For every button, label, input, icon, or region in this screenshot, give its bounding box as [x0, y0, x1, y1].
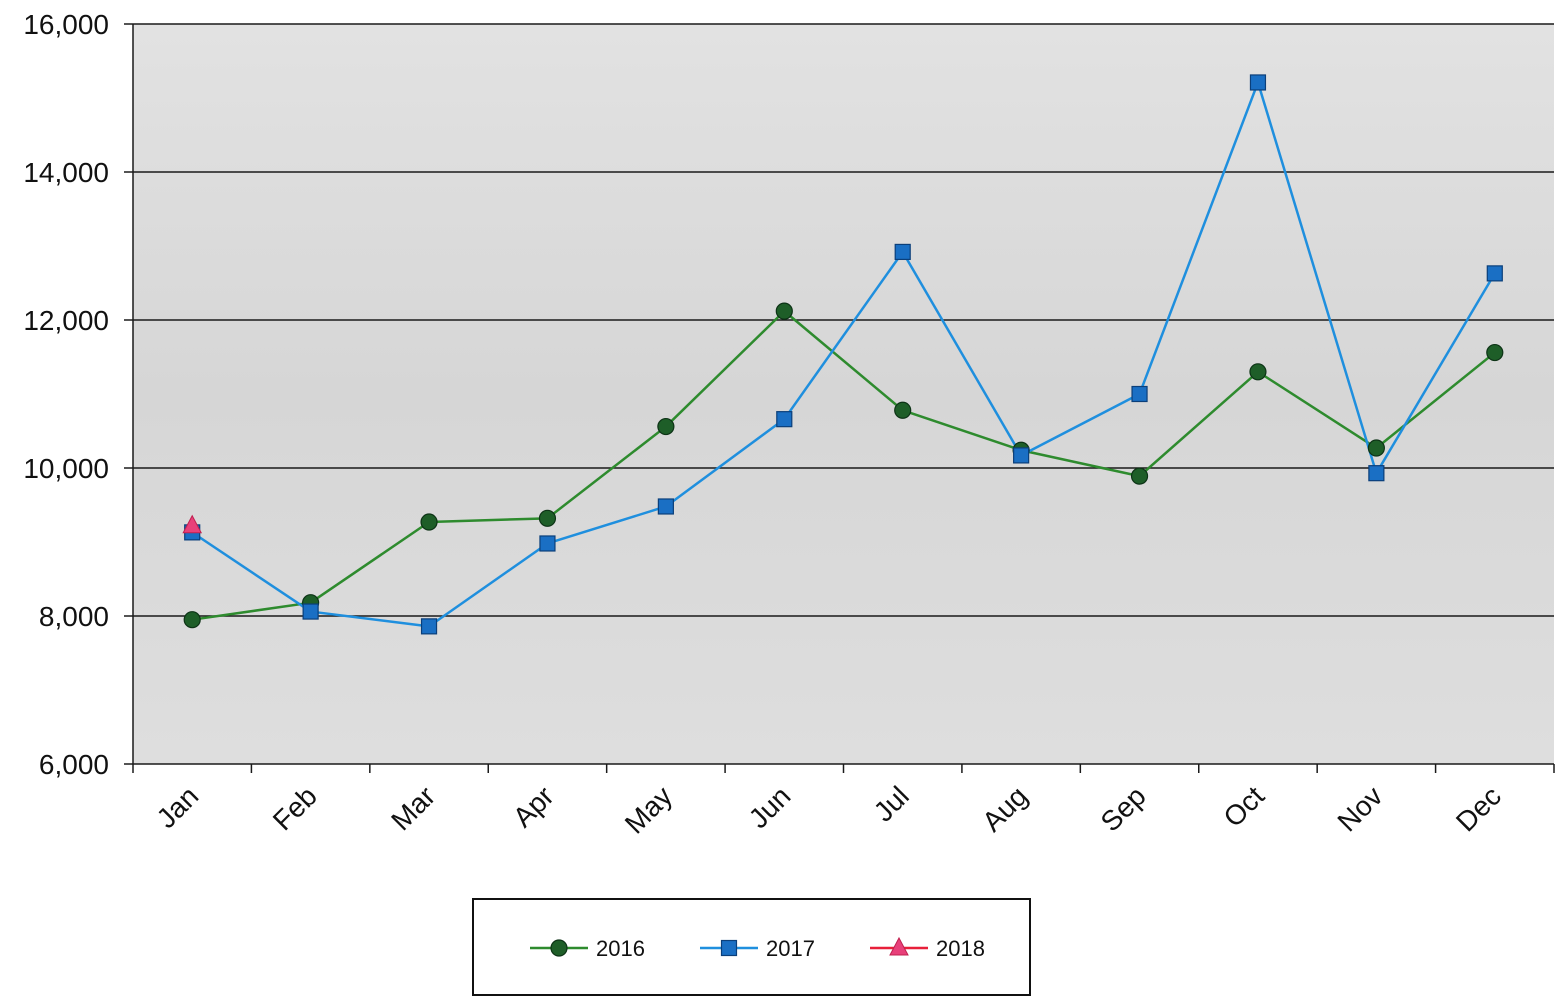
series-2016-point	[420, 513, 438, 531]
series-2017-point	[1249, 74, 1267, 91]
y-tick-label: 16,000	[23, 9, 109, 40]
series-2017-point	[539, 535, 556, 552]
y-tick-label: 10,000	[23, 453, 109, 484]
legend-2018-marker	[889, 936, 909, 956]
series-2017-point	[302, 603, 319, 620]
series-2016-point	[1486, 343, 1504, 362]
x-tick-label: Dec	[1450, 780, 1507, 837]
series-2016-point	[1249, 363, 1267, 381]
x-tick-label: Apr	[507, 780, 560, 833]
legend-2016-label: 2016	[596, 936, 645, 961]
legend-2018-label: 2018	[936, 936, 985, 961]
series-2017-point	[420, 618, 438, 635]
series-2017-point	[657, 498, 674, 515]
x-tick-label: Jan	[151, 780, 205, 834]
series-2017-point	[776, 411, 793, 428]
y-tick-label: 12,000	[23, 305, 109, 336]
series-2017-point	[1013, 447, 1030, 464]
x-tick-label: Mar	[385, 780, 441, 836]
series-2016-point	[1367, 439, 1385, 457]
series-lines	[191, 81, 1496, 628]
x-tick-label: Sep	[1095, 780, 1152, 837]
series-2016-point	[657, 417, 675, 436]
x-tick-label: Feb	[267, 780, 323, 836]
series-2018-point	[182, 514, 203, 534]
x-tick-label: May	[619, 780, 678, 839]
series-2017-point	[1131, 385, 1148, 403]
series-2016-point	[183, 611, 201, 629]
x-tick-labels: Jan Feb Mar Apr May Jun Jul Aug Sep Oct Nov Dec	[151, 780, 1507, 839]
x-tick-label: Jun	[743, 780, 797, 834]
series-2017-point	[1368, 465, 1385, 482]
series-2017-point	[894, 243, 911, 261]
series-2017-line	[191, 81, 1496, 628]
y-tick-label: 14,000	[23, 157, 109, 188]
plot-area	[133, 24, 1554, 764]
y-tick-label: 6,000	[39, 749, 109, 780]
legend-2017-label: 2017	[766, 936, 815, 961]
legend-2017-marker	[720, 939, 738, 957]
axes	[124, 23, 1555, 773]
series-2016-point	[894, 401, 912, 419]
x-tick-label: Oct	[1217, 780, 1270, 833]
x-tick-label: Nov	[1331, 780, 1388, 837]
gridlines	[133, 23, 1554, 617]
x-tick-label: Aug	[976, 780, 1033, 837]
legend-2016-marker	[550, 939, 568, 957]
y-tick-labels: 6,000 8,000 10,000 12,000 14,000 16,000	[23, 9, 109, 780]
series-2016-line	[192, 309, 1496, 621]
x-tick-label: Jul	[868, 780, 915, 827]
series-2016-point	[775, 302, 793, 320]
series-markers	[182, 74, 1504, 635]
legend: 2016 2017 2018	[472, 898, 1031, 996]
y-tick-label: 8,000	[39, 601, 109, 632]
series-2016-point	[538, 509, 557, 527]
series-2017-point	[1486, 265, 1503, 282]
series-2016-point	[1130, 467, 1149, 485]
